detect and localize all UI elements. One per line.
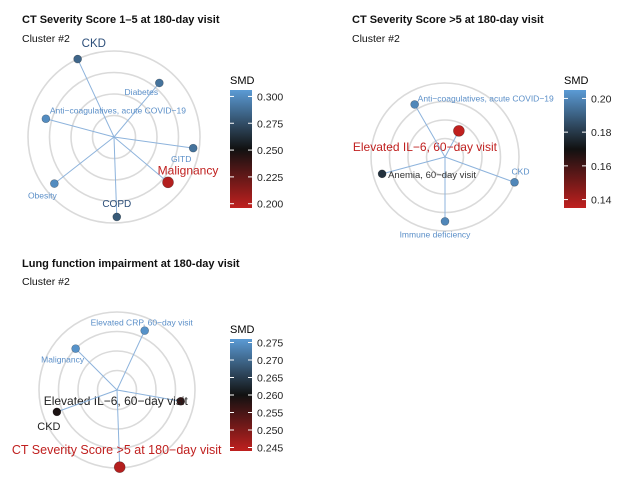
grid-ring — [91, 114, 137, 160]
legend-title: SMD — [564, 75, 589, 87]
chart-title: CT Severity Score 1–5 at 180-day visit — [22, 14, 220, 26]
legend-tick-label: 0.20 — [591, 93, 612, 105]
spoke-line — [414, 104, 446, 158]
spoke-line — [75, 348, 118, 391]
point-label: Elevated IL−6, 60−day visit — [44, 394, 189, 408]
legend-title: SMD — [230, 75, 255, 87]
spoke-line — [116, 389, 121, 468]
legend-tick-label: 0.275 — [257, 118, 283, 130]
spoke-line — [116, 330, 146, 391]
spoke-line — [113, 136, 169, 183]
spoke-line — [444, 156, 515, 183]
point-label: Malignancy — [41, 355, 85, 365]
data-point[interactable] — [52, 407, 62, 417]
radar-chart: Elevated CRP, 60−day visit Elevated IL−6,… — [12, 311, 283, 473]
data-point[interactable] — [188, 143, 198, 153]
data-point[interactable] — [510, 178, 519, 187]
data-point[interactable] — [176, 396, 186, 406]
spoke-line — [77, 58, 115, 138]
data-point[interactable] — [140, 326, 149, 335]
data-point[interactable] — [113, 461, 126, 473]
point-label: Elevated IL−6, 60−day visit — [353, 140, 498, 154]
data-point[interactable] — [73, 54, 82, 64]
point-label: Anti−coagulatives, acute COVID−19 — [50, 106, 186, 116]
grid-ring — [77, 350, 157, 430]
data-point[interactable] — [440, 217, 450, 226]
chart-subtitle: Cluster #2 — [22, 276, 70, 288]
spoke-line — [113, 82, 160, 138]
point-label: Diabetes — [125, 87, 159, 97]
legend-tick-label: 0.260 — [257, 390, 283, 402]
point-label: COPD — [102, 199, 131, 210]
chart-subtitle: Cluster #2 — [352, 33, 400, 45]
legend-tick-label: 0.265 — [257, 373, 283, 385]
point-label: Malignancy — [158, 163, 219, 177]
spoke-line — [113, 136, 118, 217]
panel-ct-1-5: CT Severity Score 1–5 at 180-day visit C… — [0, 0, 320, 240]
legend-tick-label: 0.16 — [591, 161, 612, 173]
point-label: CT Severity Score >5 at 180−day visit — [12, 443, 222, 457]
legend-title: SMD — [230, 324, 255, 336]
legend-tick-label: 0.300 — [257, 91, 283, 103]
point-label: Obesity — [28, 191, 58, 201]
grid-ring — [57, 330, 177, 450]
grid-ring — [370, 82, 520, 232]
data-point[interactable] — [50, 179, 59, 188]
data-point[interactable] — [377, 169, 387, 179]
legend-colorbar — [230, 90, 252, 208]
point-label: Anti−coagulatives, acute COVID−19 — [418, 93, 554, 103]
spoke-line — [113, 136, 194, 149]
data-point[interactable] — [112, 212, 122, 222]
grid-ring — [48, 71, 180, 203]
legend-colorbar — [230, 339, 252, 451]
point-label: Anemia, 60−day visit — [388, 170, 476, 181]
chart-title: CT Severity Score >5 at 180-day visit — [352, 14, 544, 26]
spoke-line — [56, 389, 118, 413]
legend-tick-label: 0.270 — [257, 355, 283, 367]
data-point[interactable] — [155, 78, 164, 88]
point-label: Immune deficiency — [400, 229, 472, 239]
radar-chart: Elevated IL−6, 60−day visit CKD Immune def… — [353, 75, 612, 239]
grid-ring — [70, 93, 158, 181]
legend-tick-label: 0.245 — [257, 443, 283, 455]
chart-title: Lung function impairment at 180-day visi… — [22, 258, 240, 270]
data-point[interactable] — [162, 176, 174, 189]
data-point[interactable] — [453, 125, 465, 137]
radar-grid — [27, 50, 201, 224]
legend-colorbar — [564, 90, 586, 208]
grid-ring — [96, 369, 138, 411]
legend-tick-label: 0.250 — [257, 425, 283, 437]
legend-tick-label: 0.225 — [257, 172, 283, 184]
spoke-line — [45, 118, 115, 138]
grid-ring — [27, 50, 201, 224]
chart-subtitle: Cluster #2 — [22, 33, 70, 45]
panel-ct-gt5: CT Severity Score >5 at 180-day visit Cl… — [332, 0, 640, 240]
legend-tick-label: 0.255 — [257, 408, 283, 420]
point-label: CKD — [82, 38, 106, 50]
data-point[interactable] — [410, 100, 419, 109]
panel-lung: Lung function impairment at 180-day visi… — [0, 243, 320, 485]
point-label: CKD — [37, 421, 60, 433]
spoke-line — [54, 136, 115, 184]
legend-tick-label: 0.200 — [257, 199, 283, 211]
legend-tick-label: 0.18 — [591, 127, 612, 139]
spoke-line — [116, 389, 181, 402]
legend-tick-label: 0.14 — [591, 195, 612, 207]
data-point[interactable] — [41, 114, 51, 124]
legend-tick-label: 0.250 — [257, 145, 283, 157]
point-label: Elevated CRP, 60−day visit — [91, 318, 194, 328]
point-label: GITD — [171, 154, 191, 164]
legend-tick-label: 0.275 — [257, 338, 283, 350]
spoke-line — [381, 156, 446, 175]
point-label: CKD — [512, 166, 530, 176]
data-point[interactable] — [71, 344, 80, 353]
